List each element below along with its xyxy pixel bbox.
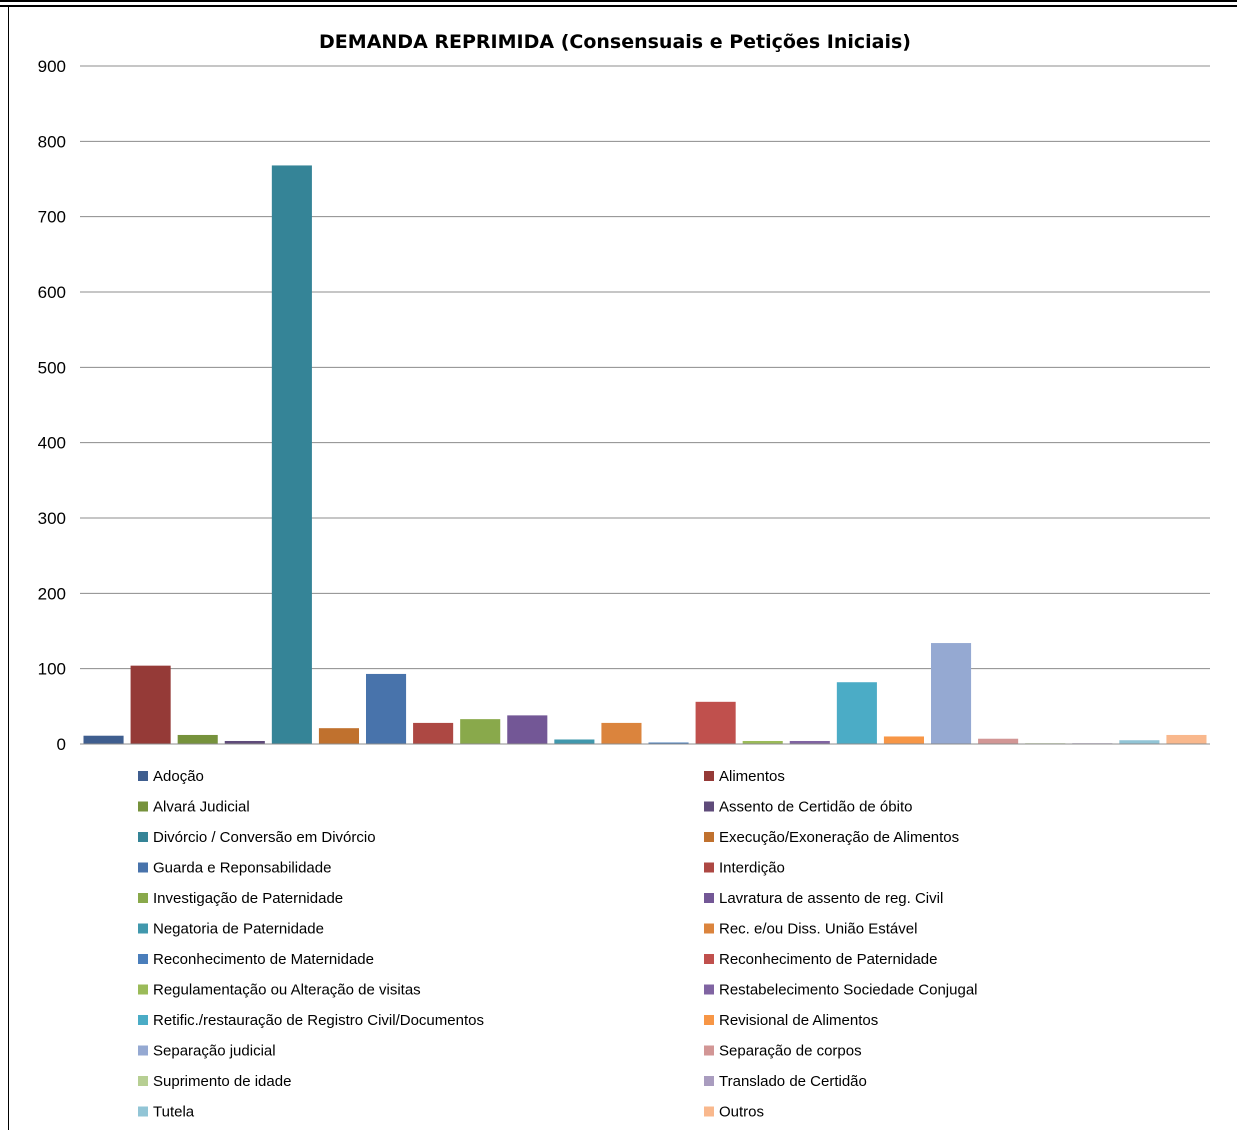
bar-tutela [1119,740,1160,744]
y-tick-label: 700 [38,208,66,227]
y-tick-label: 300 [38,509,66,528]
bar-rec-e-ou-diss-uniao-estavel [601,722,642,744]
window-left-border [8,7,9,1130]
bar-lavratura-de-assento-de-reg-civil [507,715,548,744]
legend-swatch-revisional-de-alimentos [704,1015,714,1025]
legend-label-interdicao: Interdição [719,860,785,877]
bar-negatoria-de-paternidade [554,739,595,744]
legend-swatch-tutela [138,1106,148,1117]
bar-investigacao-de-paternidade [460,719,501,744]
legend-label-retific-restauracao-de-registro-civil-documentos: Retific./restauração de Registro Civil/D… [153,1012,484,1029]
legend-swatch-lavratura-de-assento-de-reg-civil [704,893,714,903]
legend-swatch-negatoria-de-paternidade [138,923,148,934]
legend-swatch-outros [704,1106,714,1117]
legend-swatch-translado-de-certidao [704,1076,714,1086]
bar-revisional-de-alimentos [883,736,924,744]
legend-swatch-retific-restauracao-de-registro-civil-documentos [138,1015,148,1025]
legend-swatch-interdicao [704,862,714,873]
legend-swatch-rec-e-ou-diss-uniao-estavel [704,923,714,934]
legend-swatch-alvara-judicial [138,801,148,812]
legend-swatch-suprimento-de-idade [138,1076,148,1086]
y-tick-label: 900 [38,57,66,76]
legend-label-tutela: Tutela [153,1104,195,1121]
legend-swatch-restabelecimento-sociedade-conjugal [704,984,714,995]
bar-execucao-exoneracao-de-alimentos [318,728,359,744]
legend-label-separacao-judicial: Separação judicial [153,1043,276,1060]
bar-divorcio-conversao-em-divorcio [271,165,312,744]
bar-adocao [83,735,124,744]
bar-alimentos [130,665,171,744]
bar-reconhecimento-de-paternidade [695,701,736,744]
legend-label-lavratura-de-assento-de-reg-civil: Lavratura de assento de reg. Civil [719,890,943,907]
window-top-border [0,0,1237,7]
y-axis-ticks: 0 100 200 300 400 500 600 700 800 900 [38,57,66,754]
legend-label-alvara-judicial: Alvará Judicial [153,799,250,816]
chart-title: DEMANDA REPRIMIDA (Consensuais e Petiçõe… [319,31,911,53]
y-tick-label: 0 [57,735,66,754]
gridlines [80,65,1210,670]
legend-label-investigacao-de-paternidade: Investigação de Paternidade [153,890,343,907]
legend: Adoção Alimentos Alvará Judicial Assento de… [138,768,978,1121]
legend-label-translado-de-certidao: Translado de Certidão [719,1073,867,1090]
legend-label-divorcio-conversao-em-divorcio: Divórcio / Conversão em Divórcio [153,829,376,846]
bar-outros [1166,734,1207,744]
bar-separacao-judicial [931,643,972,744]
legend-label-guarda-e-reponsabilidade: Guarda e Reponsabilidade [153,860,331,877]
legend-label-reconhecimento-de-maternidade: Reconhecimento de Maternidade [153,951,374,968]
legend-swatch-adocao [138,771,148,781]
y-tick-label: 100 [38,660,66,679]
legend-swatch-assento-de-certidao-de-obito [704,801,714,812]
legend-label-revisional-de-alimentos: Revisional de Alimentos [719,1012,878,1029]
legend-swatch-regulamentacao-ou-alteracao-de-visitas [138,984,148,995]
legend-label-outros: Outros [719,1104,764,1121]
legend-label-alimentos: Alimentos [719,768,785,785]
bar-restabelecimento-sociedade-conjugal [789,740,830,744]
legend-swatch-alimentos [704,771,714,781]
legend-label-regulamentacao-ou-alteracao-de-visitas: Regulamentação ou Alteração de visitas [153,982,421,999]
legend-swatch-guarda-e-reponsabilidade [138,862,148,873]
bar-guarda-e-reponsabilidade [366,673,407,744]
legend-label-assento-de-certidao-de-obito: Assento de Certidão de óbito [719,799,912,816]
legend-swatch-divorcio-conversao-em-divorcio [138,832,148,842]
legend-swatch-reconhecimento-de-paternidade [704,954,714,964]
legend-label-restabelecimento-sociedade-conjugal: Restabelecimento Sociedade Conjugal [719,982,978,999]
bar-assento-de-certidao-de-obito [224,740,265,744]
legend-label-separacao-de-corpos: Separação de corpos [719,1043,862,1060]
bar-retific-restauracao-de-registro-civil-documentos [836,682,877,744]
y-tick-label: 600 [38,283,66,302]
bar-separacao-de-corpos [978,738,1019,744]
legend-label-adocao: Adoção [153,768,204,785]
bar-regulamentacao-ou-alteracao-de-visitas [742,740,783,744]
legend-label-suprimento-de-idade: Suprimento de idade [153,1073,291,1090]
legend-swatch-separacao-de-corpos [704,1045,714,1056]
y-tick-label: 800 [38,132,66,151]
legend-swatch-investigacao-de-paternidade [138,893,148,903]
legend-label-rec-e-ou-diss-uniao-estavel: Rec. e/ou Diss. União Estável [719,921,917,938]
bar-interdicao [413,722,454,744]
legend-swatch-reconhecimento-de-maternidade [138,954,148,964]
legend-label-execucao-exoneracao-de-alimentos: Execução/Exoneração de Alimentos [719,829,959,846]
legend-label-negatoria-de-paternidade: Negatoria de Paternidade [153,921,324,938]
y-tick-label: 400 [38,434,66,453]
bar-reconhecimento-de-maternidade [648,742,689,744]
bar-alvara-judicial [177,734,218,744]
bars [83,165,1207,744]
y-tick-label: 200 [38,584,66,603]
legend-label-reconhecimento-de-paternidade: Reconhecimento de Paternidade [719,951,937,968]
legend-swatch-execucao-exoneracao-de-alimentos [704,832,714,842]
legend-swatch-separacao-judicial [138,1045,148,1056]
y-tick-label: 500 [38,358,66,377]
